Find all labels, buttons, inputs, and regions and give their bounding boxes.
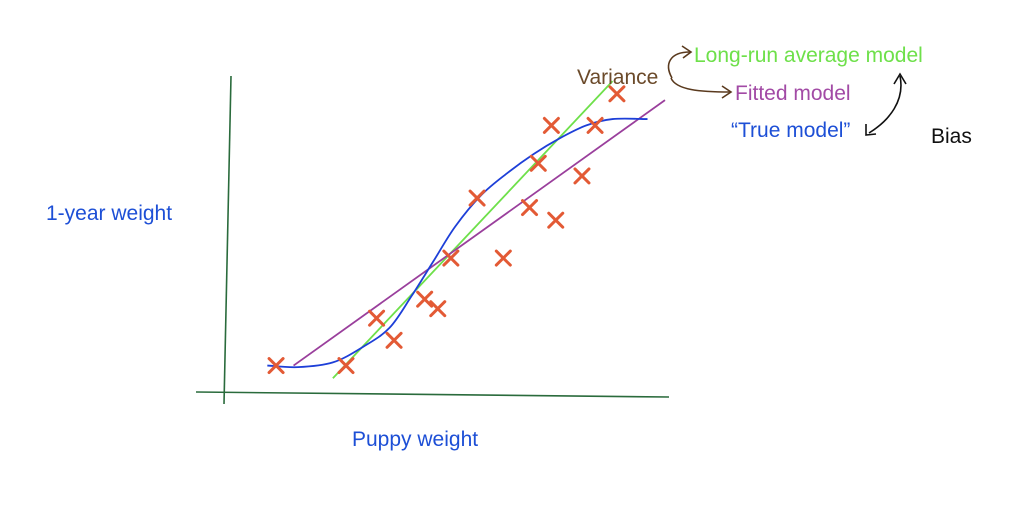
curve-true-model xyxy=(267,117,648,369)
variance-arrowhead-1 xyxy=(681,45,693,59)
data-point-10 xyxy=(521,199,539,217)
y-axis-label: 1-year weight xyxy=(46,202,173,225)
data-point-9 xyxy=(494,249,512,267)
variance-arrow-to-long-run xyxy=(667,51,691,79)
legend-true-model: “True model” xyxy=(731,119,851,142)
data-point-11 xyxy=(529,154,547,172)
data-point-8 xyxy=(468,189,486,207)
variance-arrow-to-fitted xyxy=(670,77,731,93)
bias-annotation: Bias xyxy=(931,125,972,148)
axes xyxy=(195,75,670,405)
annotation-arrows xyxy=(667,45,907,136)
variance-arrowhead-2 xyxy=(721,85,733,99)
legend-long-run-average-model: Long-run average model xyxy=(694,44,923,67)
data-markers xyxy=(267,85,626,375)
bias-arrowhead-top xyxy=(893,72,907,85)
data-point-12 xyxy=(547,211,565,229)
data-point-16 xyxy=(608,85,626,103)
bias-arrowhead-bottom xyxy=(865,124,877,136)
line-fitted-model xyxy=(293,99,666,367)
y-axis xyxy=(223,75,232,405)
data-point-4 xyxy=(385,331,403,349)
data-point-14 xyxy=(573,167,591,185)
line-long-run-average-model xyxy=(332,80,614,379)
data-point-3 xyxy=(368,309,386,327)
x-axis-label: Puppy weight xyxy=(352,428,479,451)
data-point-1 xyxy=(267,357,285,375)
x-axis xyxy=(195,391,670,398)
data-point-15 xyxy=(586,116,604,134)
data-point-7 xyxy=(442,249,460,267)
series-lines xyxy=(267,80,666,379)
data-point-13 xyxy=(542,116,560,134)
data-point-5 xyxy=(416,290,434,308)
data-point-2 xyxy=(337,357,355,375)
data-point-6 xyxy=(429,300,447,318)
legend-fitted-model: Fitted model xyxy=(735,82,851,105)
variance-annotation: Variance xyxy=(577,66,659,89)
bias-arrow xyxy=(868,75,902,134)
